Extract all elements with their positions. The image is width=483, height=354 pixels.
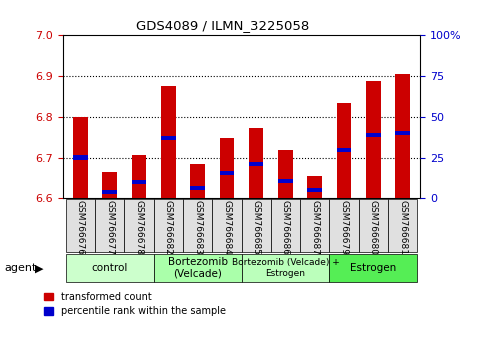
Bar bbox=[220, 171, 234, 175]
FancyBboxPatch shape bbox=[95, 199, 124, 252]
Bar bbox=[73, 117, 88, 198]
Bar bbox=[278, 179, 293, 183]
FancyBboxPatch shape bbox=[66, 254, 154, 282]
Bar bbox=[102, 172, 117, 198]
Bar bbox=[395, 74, 410, 198]
Text: GSM766684: GSM766684 bbox=[222, 200, 231, 255]
Text: GSM766681: GSM766681 bbox=[398, 200, 407, 256]
Bar bbox=[395, 131, 410, 135]
Text: GSM766677: GSM766677 bbox=[105, 200, 114, 256]
FancyBboxPatch shape bbox=[124, 199, 154, 252]
FancyBboxPatch shape bbox=[242, 254, 329, 282]
Bar bbox=[337, 103, 351, 198]
FancyBboxPatch shape bbox=[300, 199, 329, 252]
Text: GDS4089 / ILMN_3225058: GDS4089 / ILMN_3225058 bbox=[136, 19, 309, 33]
FancyBboxPatch shape bbox=[329, 199, 359, 252]
Text: Bortezomib (Velcade) +
Estrogen: Bortezomib (Velcade) + Estrogen bbox=[231, 258, 340, 278]
Bar bbox=[161, 86, 176, 198]
Bar bbox=[249, 162, 263, 166]
Bar bbox=[249, 128, 263, 198]
Text: GSM766682: GSM766682 bbox=[164, 200, 173, 255]
Text: GSM766678: GSM766678 bbox=[134, 200, 143, 256]
Text: GSM766680: GSM766680 bbox=[369, 200, 378, 256]
Bar bbox=[366, 81, 381, 198]
FancyBboxPatch shape bbox=[66, 199, 95, 252]
FancyBboxPatch shape bbox=[359, 199, 388, 252]
FancyBboxPatch shape bbox=[271, 199, 300, 252]
Bar bbox=[190, 164, 205, 198]
FancyBboxPatch shape bbox=[154, 254, 242, 282]
Text: GSM766683: GSM766683 bbox=[193, 200, 202, 256]
Bar bbox=[307, 188, 322, 192]
Text: GSM766686: GSM766686 bbox=[281, 200, 290, 256]
Bar bbox=[73, 155, 88, 160]
Text: agent: agent bbox=[5, 263, 37, 273]
Text: GSM766685: GSM766685 bbox=[252, 200, 261, 256]
Bar bbox=[102, 190, 117, 194]
Text: ▶: ▶ bbox=[35, 263, 43, 273]
Text: Estrogen: Estrogen bbox=[350, 263, 397, 273]
Bar bbox=[220, 138, 234, 198]
Text: GSM766676: GSM766676 bbox=[76, 200, 85, 256]
FancyBboxPatch shape bbox=[183, 199, 212, 252]
Legend: transformed count, percentile rank within the sample: transformed count, percentile rank withi… bbox=[43, 292, 226, 316]
Bar bbox=[190, 186, 205, 190]
FancyBboxPatch shape bbox=[154, 199, 183, 252]
Bar bbox=[366, 133, 381, 137]
FancyBboxPatch shape bbox=[242, 199, 271, 252]
FancyBboxPatch shape bbox=[212, 199, 242, 252]
Text: control: control bbox=[91, 263, 128, 273]
FancyBboxPatch shape bbox=[388, 199, 417, 252]
Bar bbox=[307, 176, 322, 198]
Text: GSM766687: GSM766687 bbox=[310, 200, 319, 256]
FancyBboxPatch shape bbox=[329, 254, 417, 282]
Bar bbox=[132, 180, 146, 184]
Bar bbox=[278, 150, 293, 198]
Bar bbox=[337, 148, 351, 152]
Bar bbox=[132, 155, 146, 198]
Text: GSM766679: GSM766679 bbox=[340, 200, 349, 256]
Bar bbox=[161, 136, 176, 140]
Text: Bortezomib
(Velcade): Bortezomib (Velcade) bbox=[168, 257, 227, 279]
